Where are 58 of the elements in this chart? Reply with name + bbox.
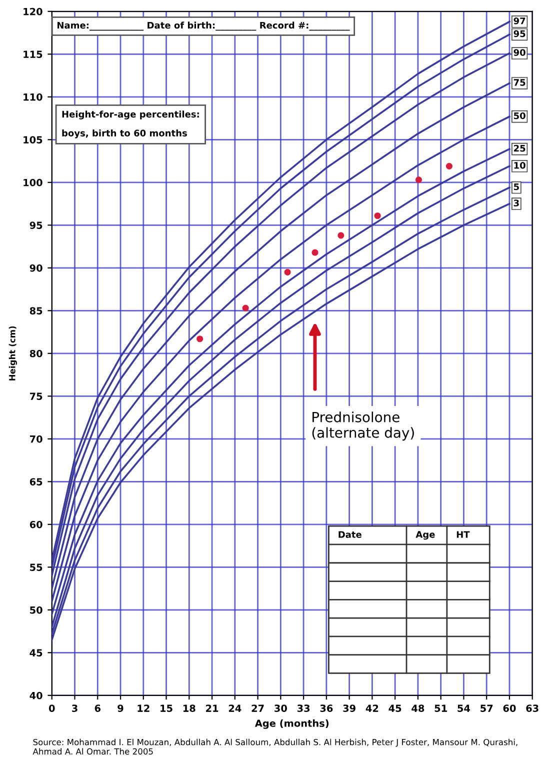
y-tick-label: 50 [30,606,42,614]
x-tick-label: 48 [412,704,424,712]
y-tick-label: 105 [24,136,42,144]
y-tick-label: 55 [30,564,42,571]
text: boys, birth to 60 months [62,129,187,138]
x-tick-label: 42 [366,704,378,712]
text: Height-for-age percentiles: [62,110,199,120]
y-tick-label: 60 [30,520,42,528]
x-axis-title: Age (months) [254,719,328,729]
series-label: 90 [514,49,526,56]
x-tick-label: 57 [480,704,493,712]
series-label: 5 [514,183,519,190]
x-tick-label: 15 [160,704,172,712]
x-tick-label: 45 [388,704,402,712]
y-tick-label: 100 [24,178,42,186]
annotation: Age [416,531,435,540]
annotation: Name:____________ Date of birth:_________ Record #:_________ [58,22,350,31]
y-tick-label: 70 [30,435,42,443]
series-label: 3 [514,200,519,206]
series-label: 25 [514,144,526,152]
y-axis-title: Height (cm) [8,326,17,380]
y-tick-label: 40 [30,692,42,700]
annotation: Date [338,531,362,538]
y-tick-label: 75 [30,392,42,400]
y-tick-label: 45 [30,649,42,656]
x-tick-label: 39 [343,704,356,712]
series-label: 10 [514,162,526,169]
y-tick-label: 95 [30,222,42,229]
x-tick-label: 9 [118,704,124,712]
x-tick-label: 36 [320,704,333,712]
series-label: 95 [514,30,526,38]
y-tick-label: 90 [30,264,42,272]
y-tick-label: 115 [24,50,42,58]
y-tick-label: 65 [30,478,42,486]
x-tick-label: 63 [526,704,538,712]
series-label: 50 [514,112,526,120]
x-tick-label: 33 [297,704,310,712]
y-tick-label: 120 [24,8,42,16]
annotation: HT [456,531,470,538]
x-tick-label: 27 [252,704,264,712]
x-tick-label: 60 [503,704,516,712]
x-tick-label: 12 [138,704,150,712]
x-tick-label: 21 [206,704,218,712]
x-tick-label: 30 [274,704,287,712]
y-tick-label: 110 [24,93,42,101]
x-tick-label: 6 [94,704,100,712]
x-tick-label: 0 [48,704,55,712]
series-label: 75 [514,79,526,86]
y-tick-label: 80 [30,350,42,358]
series-label: 97 [514,17,526,24]
y-tick-label: 85 [30,307,42,314]
annotation: Prednisolone (alternate day) [312,412,414,441]
x-tick-label: 54 [458,704,470,712]
x-tick-label: 18 [183,704,196,712]
x-tick-label: 51 [434,704,447,712]
source-note: Source: Mohammad I. El Mouzan, Abdullah A. Al Salloum, Abdullah S. Al Herbish, Peter J Foster, Mansour M. Qurashi, Ahmad A. Al Omar. The 2005 [32,738,518,755]
x-tick-label: 3 [72,704,78,712]
x-tick-label: 24 [228,704,242,712]
